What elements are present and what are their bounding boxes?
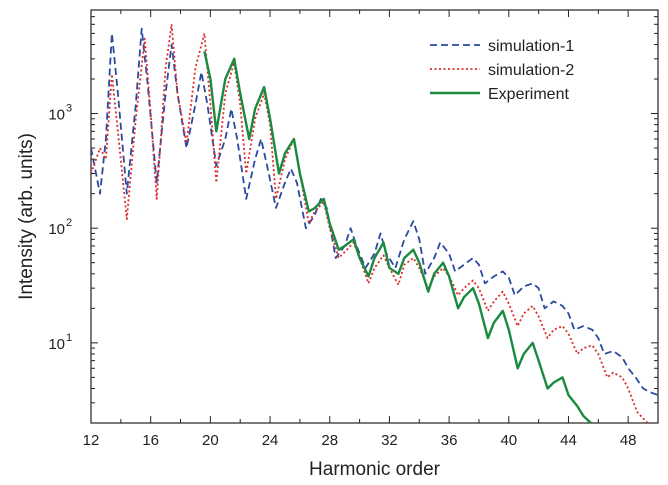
x-tick-label: 12: [83, 432, 100, 449]
y-tick-exponent: 1: [66, 332, 72, 344]
y-axis-title: Intensity (arb. units): [16, 133, 37, 300]
x-tick-label: 16: [142, 432, 159, 449]
x-tick-label: 48: [620, 432, 637, 449]
x-tick-label: 20: [202, 432, 219, 449]
x-tick-label: 36: [441, 432, 458, 449]
y-tick-label: 10: [48, 221, 65, 238]
x-tick-label: 40: [500, 432, 517, 449]
y-tick-label: 10: [48, 336, 65, 353]
x-tick-label: 24: [262, 432, 279, 449]
plot-frame: [90, 9, 659, 424]
x-tick-label: 28: [321, 432, 338, 449]
x-axis-title: Harmonic order: [309, 459, 441, 480]
series-line-simulation-1: [91, 27, 658, 396]
x-tick-label: 32: [381, 432, 398, 449]
series-layer: [91, 23, 658, 423]
y-tick-label: 10: [48, 107, 65, 124]
legend-label: simulation-1: [488, 38, 574, 55]
series-line-experiment: [203, 50, 592, 423]
legend: simulation-1 simulation-2 Experiment: [430, 38, 574, 103]
legend-label: simulation-2: [488, 62, 574, 79]
y-tick-exponent: 2: [66, 217, 72, 229]
series-line-simulation-2: [91, 23, 649, 423]
legend-label: Experiment: [488, 86, 569, 103]
y-tick-exponent: 3: [66, 103, 72, 115]
x-tick-label: 44: [560, 432, 577, 449]
